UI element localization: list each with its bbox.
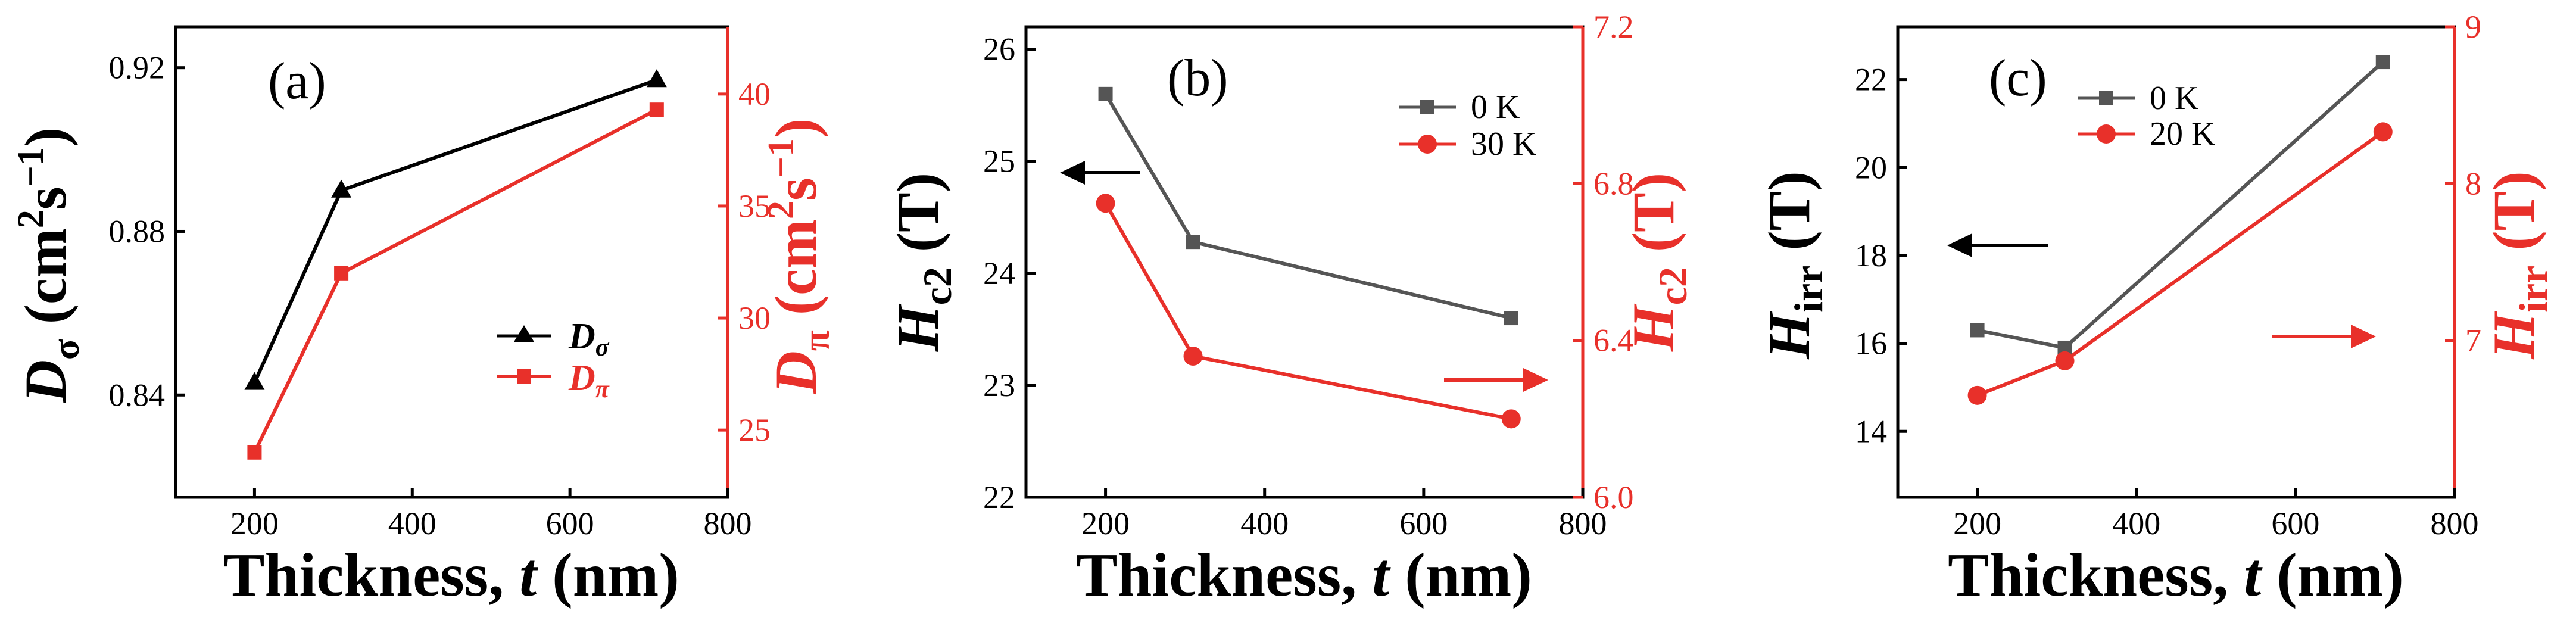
panel-a-xlabel: Thickness, t (nm) xyxy=(223,541,679,609)
panel-c-left-axis-arrow xyxy=(1947,233,2048,257)
panel-a-ylabel-right: Dπ (cm2s−1) xyxy=(761,119,837,395)
panel-b-ytick-right-label: 6.4 xyxy=(1593,323,1634,359)
panel-b-ytick-right-label: 6.8 xyxy=(1593,166,1634,201)
panel-b-series-30k-1-line xyxy=(1103,202,1512,421)
panel-c-xtick-label: 400 xyxy=(2112,506,2160,541)
panel-b-ylabel-left: Hc2 (T) xyxy=(885,173,960,352)
panel-b-legend: 0 K 30 K xyxy=(1399,89,1536,163)
panel-c-xtick-label: 800 xyxy=(2431,506,2479,541)
panel-b-left-axis-arrow xyxy=(1060,161,1140,185)
panel-b-xtick-label: 600 xyxy=(1399,506,1448,541)
panel-c-right-axis-arrow xyxy=(2272,325,2376,348)
panel-c-ytick-left-label: 16 xyxy=(1855,326,1887,362)
panel-c-legend-marker-20k xyxy=(2097,124,2116,144)
panel-b-ytick-right-label: 7.2 xyxy=(1593,9,1634,45)
panel-a: (a) Dσ (cm2s−1) Dπ (cm2s−1) Thickness, t… xyxy=(11,25,837,609)
panel-b-legend-label-30k: 30 K xyxy=(1471,126,1536,163)
panel-a-ytick-right-label: 30 xyxy=(738,300,771,336)
panel-a-ytick-left-label: 0.88 xyxy=(109,213,166,249)
panel-a-legend-marker-dsigma xyxy=(514,325,534,342)
panel-a-legend-label-dpi: Dπ xyxy=(568,358,610,403)
panel-c-legend-label-0k: 0 K xyxy=(2150,80,2198,117)
panel-a-xtick-label: 800 xyxy=(704,506,752,541)
panel-c-series-20k-1-point xyxy=(2055,351,2075,370)
panel-a-label: (a) xyxy=(268,52,326,110)
panel-b-label: (b) xyxy=(1167,49,1228,107)
panel-a-xtick-label: 200 xyxy=(230,506,279,541)
panel-b-xlabel: Thickness, t (nm) xyxy=(1076,541,1532,609)
panel-b-series-0k-0-point xyxy=(1186,235,1200,250)
panel-c-series-20k-1-line xyxy=(1976,130,2384,397)
panel-b-xtick-label: 400 xyxy=(1240,506,1289,541)
panel-a-series-dπ-1-point xyxy=(247,445,262,460)
panel-c-ytick-left-label: 18 xyxy=(1855,238,1887,273)
panel-a-ytick-left-label: 0.84 xyxy=(109,377,166,413)
panel-c-xtick-label: 200 xyxy=(1953,506,2001,541)
panel-b-ytick-left-label: 23 xyxy=(983,367,1015,403)
chart-marks: 200 400 600 800 0.84 0.88 0.92 25 30 35 40 200 400 60… xyxy=(109,9,2482,541)
panel-a-series-dπ-1-point xyxy=(649,102,664,117)
panel-b-ytick-left-label: 26 xyxy=(983,32,1015,67)
panel-a-ylabel-left: Dσ (cm2s−1) xyxy=(11,127,87,404)
panel-a-ytick-right-label: 35 xyxy=(738,188,771,224)
panel-b-series-0k-0-line xyxy=(1103,93,1512,320)
panel-c-xlabel: Thickness, t (nm) xyxy=(1948,541,2404,609)
panel-b-ytick-right-label: 6.0 xyxy=(1593,479,1634,515)
panel-c-ytick-right-label: 8 xyxy=(2465,166,2481,201)
panel-c: (c) Hirr (T) Hirr (T) Thickness, t (nm) … xyxy=(1756,25,2556,609)
panel-b-ylabel-right: Hc2 (T) xyxy=(1620,173,1695,352)
panel-a-series-dσ-0-point xyxy=(331,179,352,198)
panel-a-legend-marker-dpi xyxy=(517,369,531,384)
panel-c-ytick-left-label: 20 xyxy=(1855,149,1887,185)
panel-b-series-30k-1-point xyxy=(1096,194,1115,213)
panel-c-series-20k-1-point xyxy=(2373,122,2393,142)
panel-c-xtick-label: 600 xyxy=(2271,506,2319,541)
panel-b-right-axis-arrow xyxy=(1444,368,1548,392)
panel-b-legend-label-0k: 0 K xyxy=(1471,89,1520,126)
panel-b-ytick-left-label: 22 xyxy=(983,479,1015,515)
panel-b-series-0k-0-point xyxy=(1504,311,1518,326)
panel-b-ytick-left-label: 25 xyxy=(983,144,1015,179)
panel-a-series-dσ-0-point xyxy=(244,372,265,390)
panel-c-ytick-right-label: 9 xyxy=(2465,9,2481,45)
panel-c-legend-label-20k: 20 K xyxy=(2150,116,2215,152)
panel-c-ylabel-right: Hirr (T) xyxy=(2481,171,2556,359)
panel-c-series-0k-0-point xyxy=(1970,323,1985,338)
panel-c-series-0k-0-point xyxy=(2375,55,2390,70)
panel-c-series-20k-1-point xyxy=(1967,385,1987,405)
panel-b-series-30k-1-point xyxy=(1501,409,1521,429)
panel-b-xtick-label: 800 xyxy=(1559,506,1607,541)
panel-c-ytick-right-label: 7 xyxy=(2465,323,2481,359)
panel-c-ytick-left-label: 22 xyxy=(1855,62,1887,98)
panel-c-ylabel-left: Hirr (T) xyxy=(1756,171,1831,359)
panel-c-legend-marker-0k xyxy=(2099,91,2113,105)
panel-b-xtick-label: 200 xyxy=(1081,506,1130,541)
panel-b-series-0k-0-point xyxy=(1098,86,1113,101)
panel-c-legend: 0 K 20 K xyxy=(2078,80,2215,152)
panel-a-series-dσ-0-point xyxy=(646,69,667,88)
panel-c-ytick-left-label: 14 xyxy=(1855,413,1887,449)
panel-b-series-30k-1-point xyxy=(1183,347,1203,366)
panel-c-label: (c) xyxy=(1989,49,2047,107)
panel-a-ytick-right-label: 25 xyxy=(738,412,771,448)
panel-b-ytick-left-label: 24 xyxy=(983,255,1015,291)
panel-b-legend-marker-30k xyxy=(1418,135,1437,154)
panel-a-legend: Dσ Dπ xyxy=(497,316,610,403)
panel-a-legend-label-dsigma: Dσ xyxy=(568,316,610,362)
panel-a-xtick-label: 400 xyxy=(388,506,436,541)
panel-a-ytick-right-label: 40 xyxy=(738,76,771,112)
panel-a-plot-frame xyxy=(174,25,729,499)
panel-b: (b) Hc2 (T) Hc2 (T) Thickness, t (nm) 0 … xyxy=(885,25,1695,609)
panel-a-xtick-label: 600 xyxy=(546,506,594,541)
panel-a-ytick-left-label: 0.92 xyxy=(109,50,166,86)
panel-a-series-dπ-1-point xyxy=(334,266,349,281)
panel-b-legend-marker-0k xyxy=(1420,100,1434,114)
